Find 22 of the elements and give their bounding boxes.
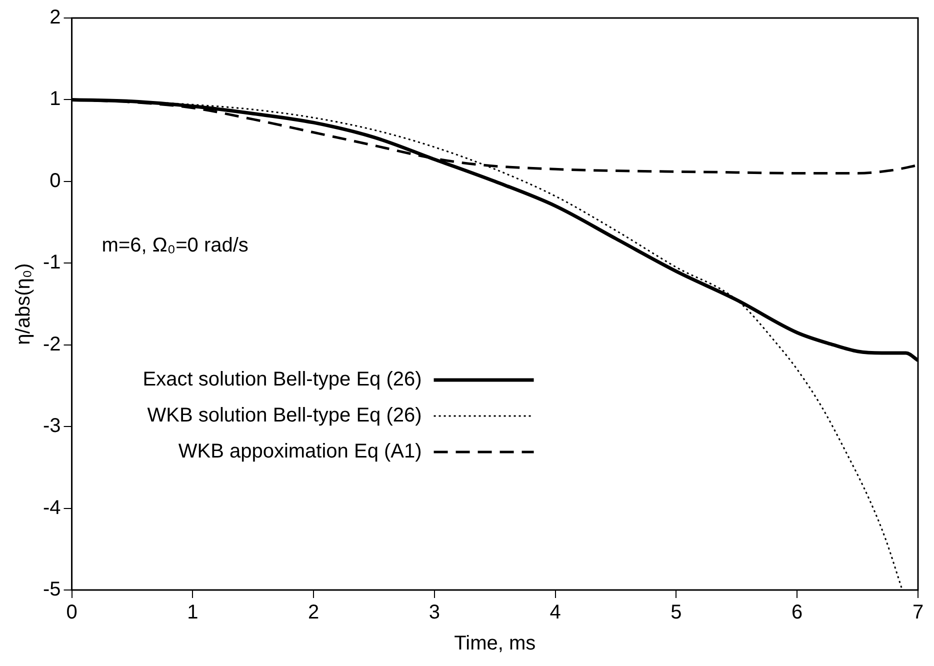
- x-tick-label: 3: [428, 602, 440, 624]
- y-tick-label: 0: [50, 170, 61, 192]
- y-tick-label: -3: [42, 415, 61, 438]
- x-tick-label: 7: [912, 602, 924, 624]
- x-tick-label: 5: [670, 602, 682, 624]
- legend-label: Exact solution Bell-type Eq (26): [142, 368, 422, 391]
- x-tick-label: 0: [66, 602, 78, 624]
- legend-label: WKB solution Bell-type Eq (26): [147, 404, 422, 427]
- annotation: m=6, Ω₀=0 rad/s: [102, 234, 248, 257]
- y-axis-title: η/abs(η₀): [12, 263, 35, 345]
- y-tick-label: -2: [42, 333, 61, 356]
- x-axis-title: Time, ms: [454, 632, 536, 655]
- y-tick-label: -5: [42, 578, 61, 601]
- y-tick-label: 2: [50, 6, 61, 29]
- legend-label: WKB appoximation Eq (A1): [178, 440, 422, 463]
- x-tick-label: 1: [187, 602, 198, 624]
- y-tick-label: -4: [42, 496, 61, 519]
- x-tick-label: 6: [792, 602, 803, 624]
- y-tick-label: -1: [42, 252, 61, 274]
- y-tick-label: 1: [50, 88, 61, 110]
- x-tick-label: 4: [550, 602, 561, 624]
- x-tick-label: 2: [308, 602, 320, 624]
